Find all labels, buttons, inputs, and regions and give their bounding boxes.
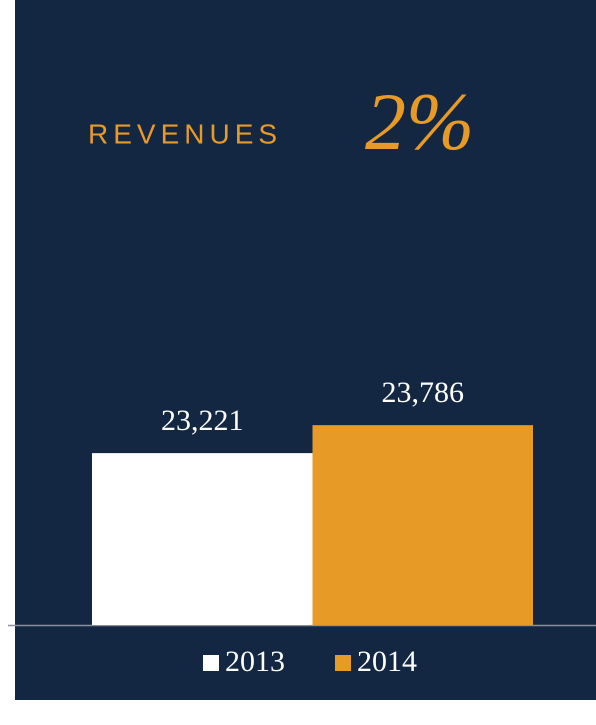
bar xyxy=(92,453,313,625)
data-label: 23,786 xyxy=(382,376,465,409)
legend-label: 2013 xyxy=(225,645,285,678)
data-label: 23,221 xyxy=(161,404,244,437)
headline: 2% xyxy=(365,76,474,167)
chart-title: REVENUES xyxy=(88,118,282,149)
legend-label: 2014 xyxy=(357,645,417,678)
legend-swatch xyxy=(203,655,219,671)
bar xyxy=(312,425,533,625)
legend-swatch xyxy=(335,655,351,671)
